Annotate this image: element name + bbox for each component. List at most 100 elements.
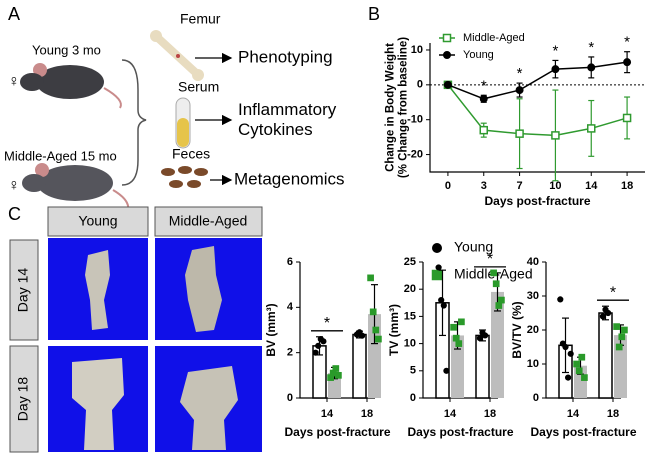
- y-tick-label: 10: [527, 358, 539, 370]
- marker: [443, 51, 451, 59]
- marker: [551, 131, 560, 140]
- y-tick-label: 20: [404, 283, 416, 295]
- y-tick-label: 20: [527, 324, 539, 336]
- marker: [490, 269, 497, 277]
- mouse-icon: [20, 63, 130, 211]
- row-header: [9, 239, 39, 341]
- legend-label: Middle-Aged: [463, 32, 525, 44]
- bar: [368, 314, 381, 398]
- significance: *: [517, 65, 523, 82]
- bar: [451, 335, 464, 398]
- bracket: [121, 59, 147, 186]
- marker: [578, 353, 586, 361]
- marker: [615, 343, 623, 351]
- marker: [335, 371, 342, 379]
- marker: [618, 333, 626, 341]
- marker: [359, 332, 366, 339]
- marker: [435, 264, 442, 271]
- marker: [452, 334, 460, 342]
- sample-label: Serum: [178, 79, 219, 95]
- marker: [375, 335, 382, 343]
- column-label: Young: [78, 213, 117, 229]
- y-tick-label: 40: [527, 256, 539, 268]
- x-tick-label: 10: [549, 180, 561, 192]
- marker: [587, 124, 596, 133]
- output-label: Inflammatory Cytokines: [238, 101, 337, 140]
- marker: [515, 129, 524, 138]
- marker: [372, 326, 380, 334]
- x-tick-label: 18: [484, 408, 496, 420]
- y-tick-label: 10: [404, 338, 416, 350]
- marker: [599, 313, 607, 320]
- x-tick-label: 14: [321, 408, 334, 420]
- marker: [567, 350, 574, 357]
- y-tick-label: 30: [527, 290, 539, 302]
- marker: [575, 367, 583, 375]
- marker: [438, 296, 445, 304]
- marker: [432, 243, 442, 253]
- row-label: Day 14: [15, 268, 31, 313]
- x-axis-label: Days post-fracture: [407, 425, 513, 439]
- group-label: Young 3 mo: [32, 42, 101, 57]
- row-label: Day 18: [15, 377, 31, 422]
- marker: [581, 374, 588, 381]
- marker: [455, 340, 463, 347]
- panel-label: A: [8, 4, 20, 24]
- significance: *: [610, 284, 616, 301]
- x-tick-label: 0: [445, 180, 451, 192]
- marker: [515, 86, 524, 95]
- y-axis-label: BV (mm³): [264, 303, 278, 356]
- marker: [605, 309, 612, 317]
- y-tick-label: 0: [287, 392, 293, 404]
- panel-label: C: [8, 204, 21, 224]
- marker: [492, 280, 500, 288]
- y-tick-label: 4: [287, 301, 294, 313]
- y-tick-label: 15: [404, 310, 416, 322]
- x-tick-label: 14: [567, 408, 580, 420]
- y-tick-label: -10: [407, 114, 423, 126]
- output-label: Metagenomics: [234, 169, 345, 188]
- y-tick-label: 6: [287, 256, 293, 268]
- tube-icon: [175, 97, 191, 149]
- bar: [491, 291, 504, 398]
- marker: [498, 296, 505, 304]
- y-tick-label: 5: [410, 365, 416, 377]
- legend-label: Young: [454, 239, 493, 255]
- sample-label: Femur: [180, 11, 221, 27]
- marker: [622, 113, 632, 123]
- bar: [614, 335, 627, 398]
- significance: *: [481, 77, 487, 94]
- sample-label: Feces: [172, 146, 210, 162]
- x-tick-label: 3: [481, 180, 487, 192]
- marker: [613, 323, 620, 330]
- bone-icon: [150, 30, 204, 81]
- y-tick-label: 0: [410, 392, 416, 404]
- series-line: [447, 84, 628, 137]
- marker: [565, 374, 572, 381]
- sex-symbol: ♀: [8, 177, 20, 194]
- marker: [495, 302, 503, 309]
- output-label: Phenotyping: [238, 47, 333, 66]
- marker: [443, 80, 452, 89]
- ct-image: [48, 238, 262, 452]
- column-label: Middle-Aged: [169, 213, 248, 229]
- y-tick-label: -20: [407, 148, 423, 160]
- bar: [598, 312, 613, 399]
- marker: [587, 63, 596, 72]
- series-line: [447, 61, 628, 100]
- marker: [450, 323, 457, 331]
- x-tick-label: 14: [585, 180, 598, 192]
- significance: *: [588, 39, 594, 56]
- axis: [429, 43, 645, 173]
- y-axis-label: Change in Body Weight(% Change from base…: [384, 37, 409, 178]
- bar: [352, 333, 367, 399]
- column-header: [154, 206, 263, 237]
- marker: [315, 342, 322, 349]
- feces-icon: [161, 166, 208, 188]
- x-axis-label: Days post-fracture: [530, 425, 636, 439]
- marker: [312, 349, 319, 356]
- y-tick-label: 0: [533, 392, 539, 404]
- significance: *: [552, 42, 558, 59]
- sex-symbol: ♀: [8, 73, 20, 90]
